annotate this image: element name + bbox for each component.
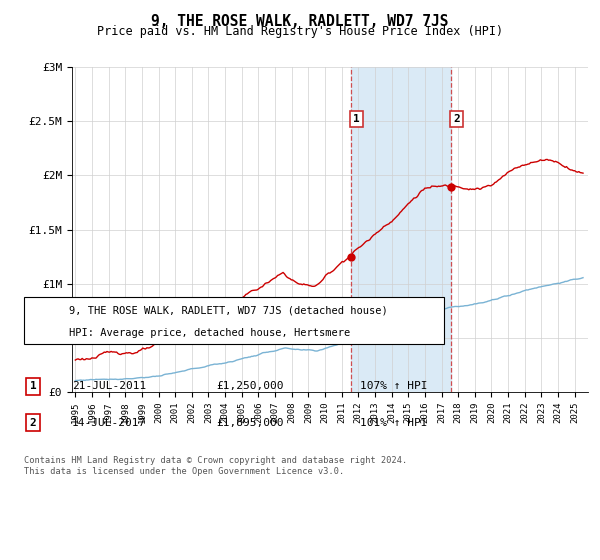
- Text: 2: 2: [453, 114, 460, 124]
- Text: 107% ↑ HPI: 107% ↑ HPI: [360, 381, 427, 391]
- Text: 14-JUL-2017: 14-JUL-2017: [72, 418, 146, 428]
- Text: 1: 1: [353, 114, 360, 124]
- Text: £1,895,000: £1,895,000: [216, 418, 284, 428]
- Text: Price paid vs. HM Land Registry's House Price Index (HPI): Price paid vs. HM Land Registry's House …: [97, 25, 503, 38]
- Text: 101% ↑ HPI: 101% ↑ HPI: [360, 418, 427, 428]
- Text: 2: 2: [29, 418, 37, 428]
- Text: HPI: Average price, detached house, Hertsmere: HPI: Average price, detached house, Hert…: [69, 328, 350, 338]
- Text: £1,250,000: £1,250,000: [216, 381, 284, 391]
- Text: 1: 1: [29, 381, 37, 391]
- Text: Contains HM Land Registry data © Crown copyright and database right 2024.
This d: Contains HM Land Registry data © Crown c…: [24, 456, 407, 476]
- Bar: [350, 67, 451, 392]
- Text: 9, THE ROSE WALK, RADLETT, WD7 7JS (detached house): 9, THE ROSE WALK, RADLETT, WD7 7JS (deta…: [69, 305, 388, 315]
- Text: 21-JUL-2011: 21-JUL-2011: [72, 381, 146, 391]
- Text: 9, THE ROSE WALK, RADLETT, WD7 7JS: 9, THE ROSE WALK, RADLETT, WD7 7JS: [151, 14, 449, 29]
